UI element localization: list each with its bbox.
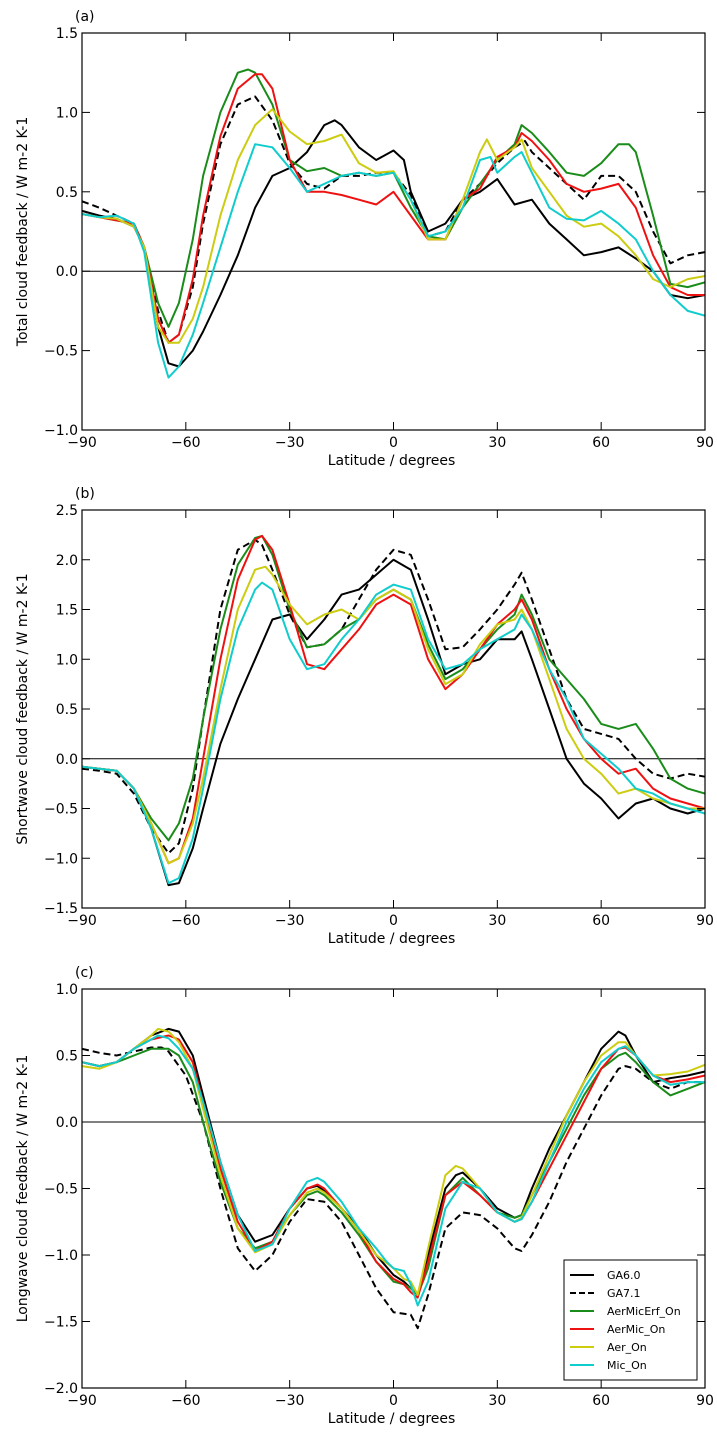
series-line-ga6-0 (81, 119, 706, 368)
legend-entry-label: GA6.0 (607, 1269, 641, 1282)
y-tick-label: 0.0 (56, 1115, 78, 1131)
y-tick-label: −1.0 (44, 423, 78, 439)
x-tick-label: −30 (275, 435, 305, 451)
x-tick-label: −60 (171, 1393, 201, 1409)
legend-entry-label: GA7.1 (607, 1287, 641, 1300)
x-tick-label: −90 (67, 913, 97, 929)
y-tick-label: −1.5 (44, 901, 78, 917)
y-tick-label: 0.5 (56, 1049, 78, 1065)
series-line-aer-on (81, 108, 706, 344)
y-tick-label: −1.0 (44, 1248, 78, 1264)
y-tick-label: 0.5 (56, 185, 78, 201)
y-tick-label: 0.0 (56, 752, 78, 768)
panel-c: −90 −60 −30 0 30 60 90 −2.0 −1.5 −1.0 −0.5 0.0 0.5 1.… (15, 965, 714, 1427)
y-axis-label: Longwave cloud feedback / W m-2 K-1 (15, 1055, 31, 1323)
series-line-ga7-1 (81, 538, 706, 855)
x-tick-label: 0 (389, 913, 398, 929)
y-tick-label: 2.5 (56, 503, 78, 519)
series-line-ga6-0 (81, 1027, 706, 1296)
y-tick-label: 1.0 (56, 105, 78, 121)
legend-entry-label: Mic_On (607, 1359, 647, 1372)
series-line-aer-on (81, 1027, 706, 1296)
x-tick-label: −60 (171, 913, 201, 929)
y-tick-label: 1.5 (56, 603, 78, 619)
series-line-ga6-0 (81, 558, 706, 887)
series-line-aermic-on (81, 73, 705, 344)
y-tick-label: −2.0 (44, 1381, 78, 1397)
x-tick-label: −90 (67, 435, 97, 451)
x-tick-label: 60 (592, 1393, 610, 1409)
y-tick-label: 1.0 (56, 982, 78, 998)
x-tick-label: 30 (488, 1393, 506, 1409)
x-tick-label: 0 (389, 435, 398, 451)
series-line-aer-on (81, 565, 705, 865)
legend-entry-label: AerMic_On (607, 1323, 665, 1336)
y-tick-label: 1.0 (56, 652, 78, 668)
x-tick-label: −60 (171, 435, 201, 451)
y-tick-label: −0.5 (44, 802, 78, 818)
panel-label: (a) (75, 9, 95, 25)
legend-entry-label: Aer_On (607, 1341, 647, 1354)
y-tick-label: −1.5 (44, 1315, 78, 1331)
x-tick-label: 90 (696, 913, 714, 929)
series-line-ga7-1 (81, 1046, 705, 1330)
x-tick-label: 60 (592, 435, 610, 451)
y-axis-label: Shortwave cloud feedback / W m-2 K-1 (15, 573, 31, 844)
x-tick-label: 30 (488, 435, 506, 451)
y-tick-label: 0.0 (56, 264, 78, 280)
x-axis-label: Latitude / degrees (328, 1411, 456, 1427)
series-line-mic-on (81, 1034, 705, 1307)
y-tick-label: −0.5 (44, 344, 78, 360)
series-line-mic-on (81, 143, 706, 379)
x-tick-label: −90 (67, 1393, 97, 1409)
y-tick-label: 1.5 (56, 26, 78, 42)
series-line-aermic-on (81, 1034, 706, 1299)
x-tick-label: −30 (275, 913, 305, 929)
panel-label: (c) (75, 965, 94, 981)
x-axis-label: Latitude / degrees (328, 453, 456, 469)
legend-entry-label: AerMicErf_On (607, 1305, 681, 1318)
x-tick-label: 90 (696, 1393, 714, 1409)
x-tick-label: 0 (389, 1393, 398, 1409)
panel-label: (b) (75, 486, 95, 502)
y-axis-label: Total cloud feedback / W m-2 K-1 (15, 117, 31, 347)
y-tick-label: −0.5 (44, 1182, 78, 1198)
series-line-mic-on (81, 581, 706, 885)
x-tick-label: 90 (696, 435, 714, 451)
y-tick-label: 0.5 (56, 702, 78, 718)
legend-box (563, 1259, 698, 1381)
x-tick-label: −30 (275, 1393, 305, 1409)
x-axis-label: Latitude / degrees (328, 931, 456, 947)
legend: GA6.0 GA7.1 AerMicErf_On AerMic_On Aer_On Mic… (563, 1259, 698, 1381)
x-tick-label: 60 (592, 913, 610, 929)
x-tick-label: 30 (488, 913, 506, 929)
panel-a: −90 −60 −30 0 30 60 90 −1.0 −0.5 0.0 0.5 1.0 1.5(a) L… (15, 9, 714, 469)
y-tick-label: 2.0 (56, 553, 78, 569)
panel-b: −90 −60 −30 0 30 60 90 −1.5 −1.0 −0.5 0.0 0.5 1.0 1.5… (15, 486, 714, 947)
y-tick-label: −1.0 (44, 851, 78, 867)
